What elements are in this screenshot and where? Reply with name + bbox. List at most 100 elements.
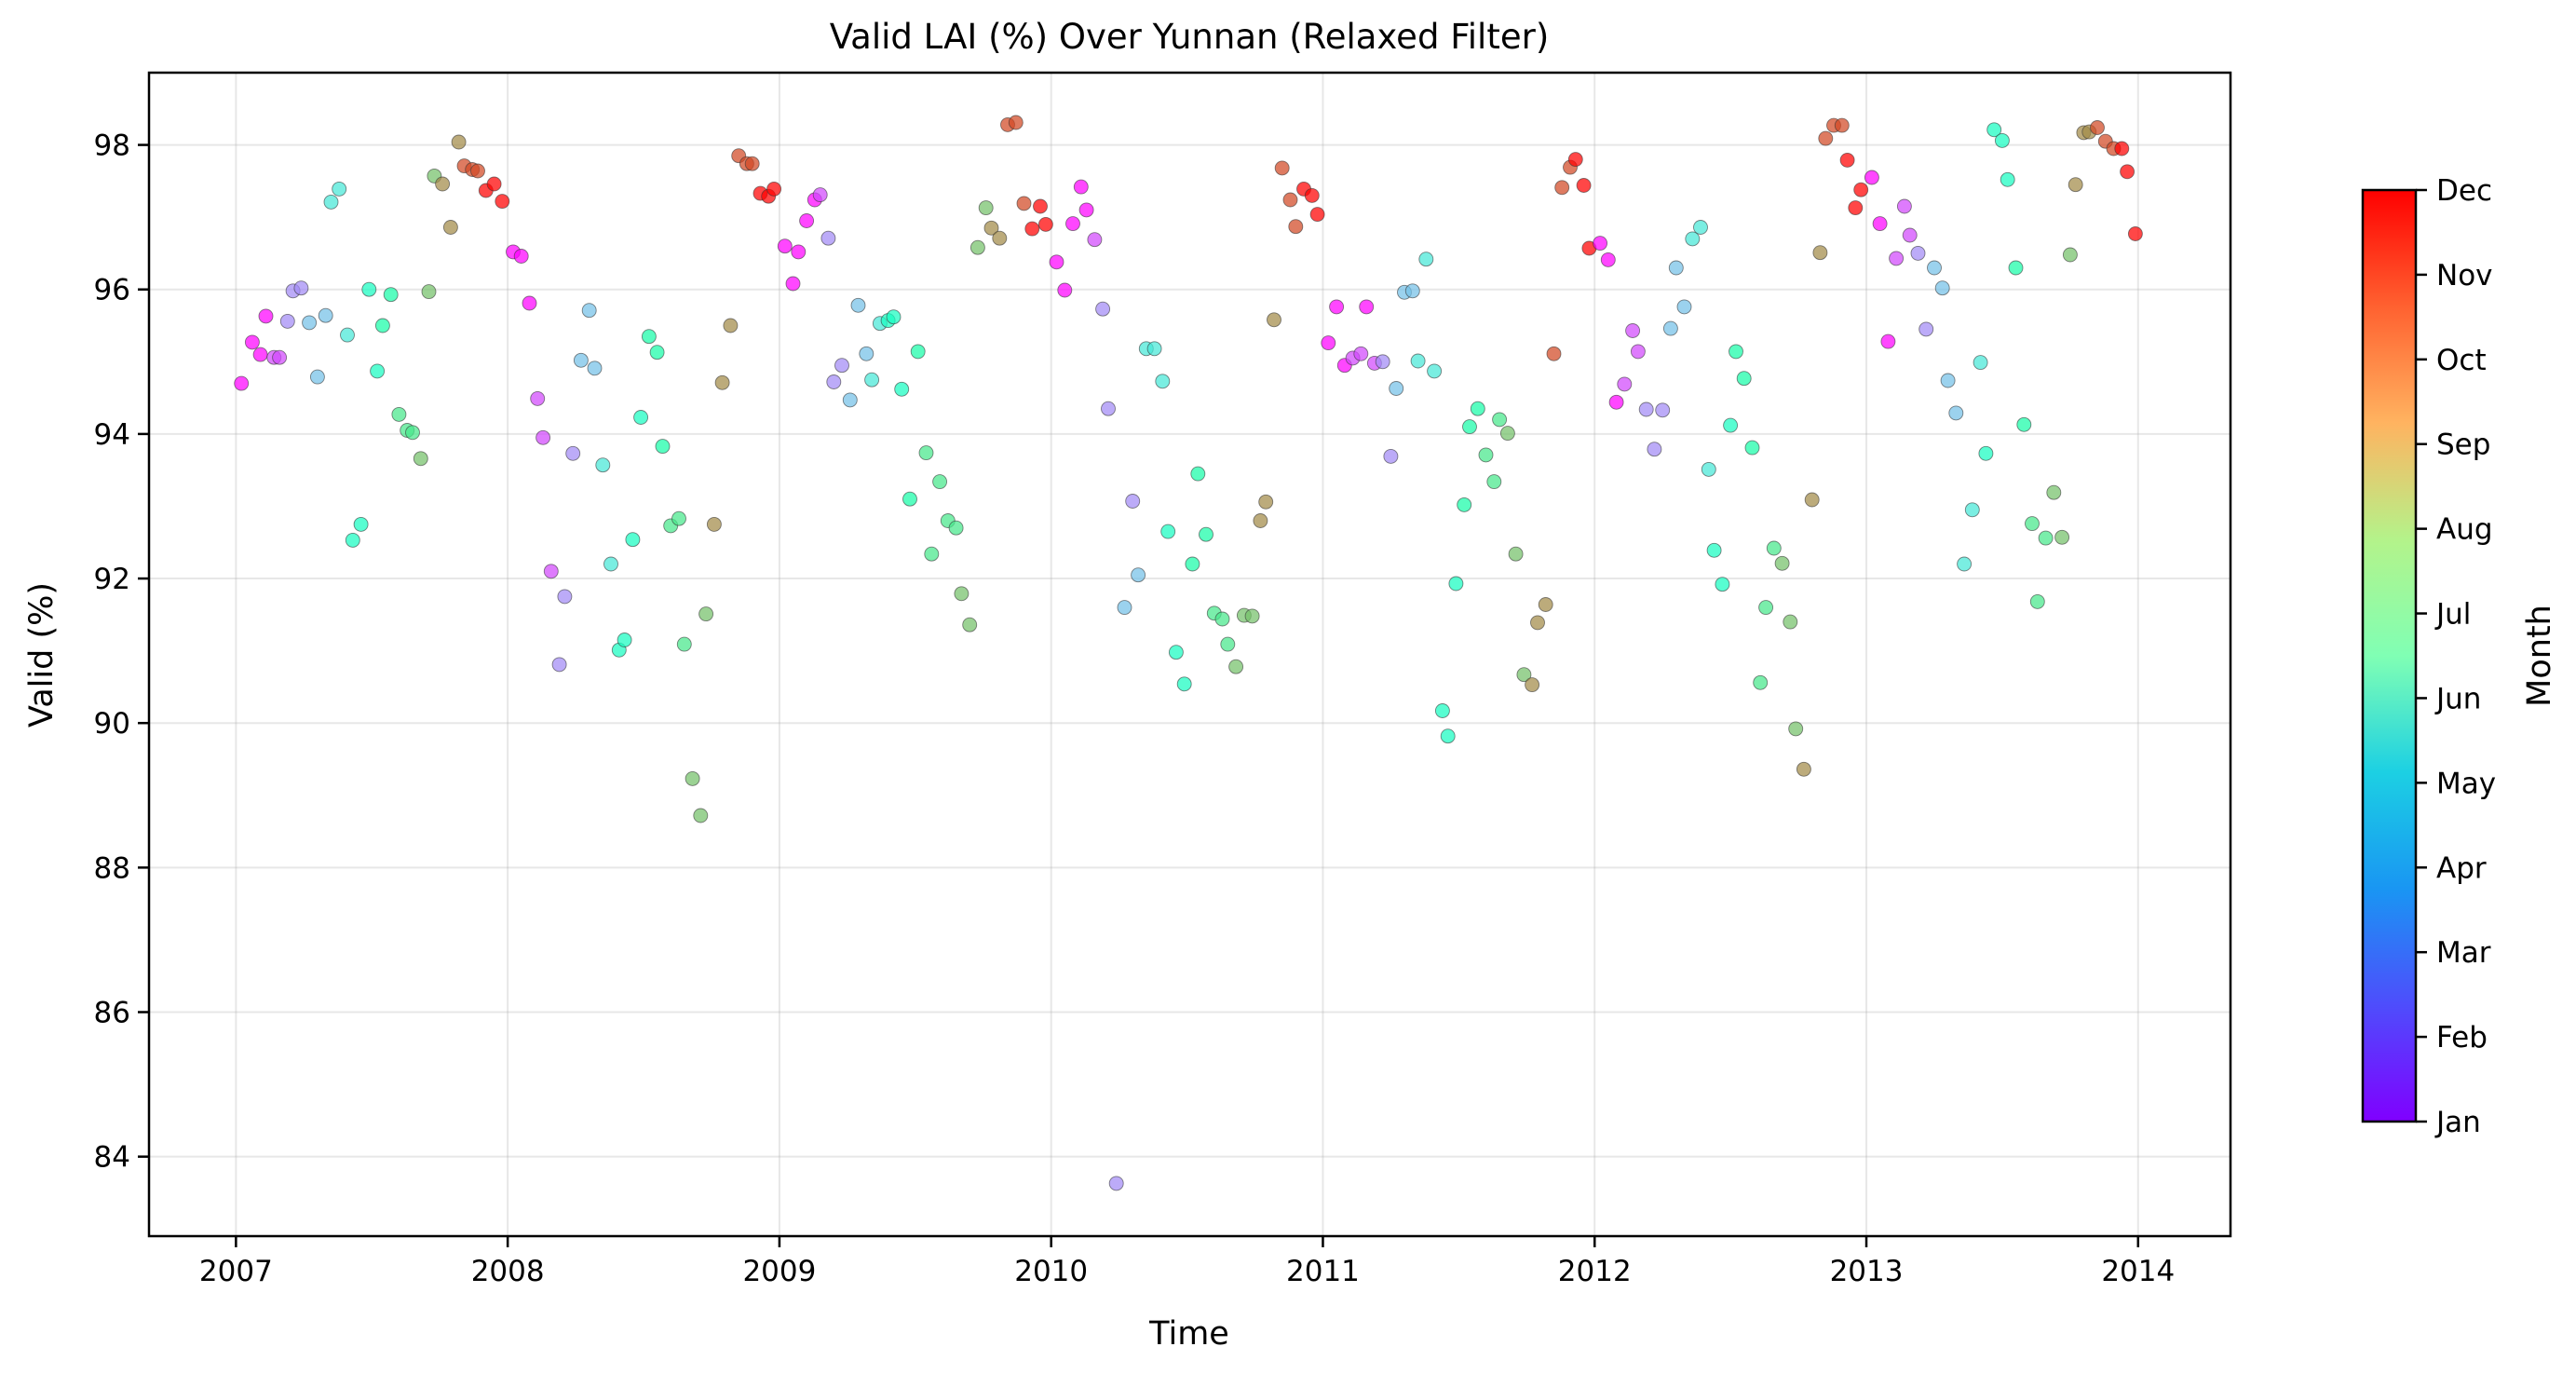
- data-point: [1948, 405, 1964, 421]
- data-point: [1078, 202, 1094, 218]
- data-point: [1073, 179, 1089, 195]
- x-axis-ticks: 2007 2008 2009 2010 2011 2012 2013 2014: [199, 1236, 2175, 1288]
- data-point: [522, 295, 537, 311]
- data-point: [1427, 363, 1443, 379]
- data-point: [279, 313, 295, 329]
- x-tick-label: 2007: [199, 1255, 273, 1288]
- data-point: [1418, 252, 1434, 267]
- data-point: [902, 491, 917, 507]
- data-point: [1986, 122, 2002, 138]
- data-point: [1978, 445, 1994, 461]
- data-point: [309, 369, 325, 385]
- data-point: [744, 156, 760, 171]
- data-point: [1957, 556, 1973, 572]
- data-point: [595, 457, 611, 473]
- data-point: [1434, 703, 1450, 718]
- data-point: [1994, 132, 2010, 148]
- data-point: [693, 808, 709, 823]
- data-point: [1155, 374, 1171, 389]
- grid-layer: [149, 73, 2230, 1236]
- data-point: [413, 451, 428, 467]
- data-point: [706, 516, 722, 532]
- data-point: [2062, 247, 2078, 263]
- y-tick-label: 84: [94, 1141, 130, 1175]
- data-point: [318, 307, 333, 323]
- colorbar-tick-label: Jun: [2434, 682, 2481, 715]
- data-point: [1253, 513, 1268, 528]
- data-point: [948, 520, 964, 536]
- data-point: [1766, 540, 1782, 556]
- data-point: [1525, 677, 1540, 693]
- data-point: [1228, 659, 1244, 674]
- data-point: [2068, 177, 2083, 193]
- data-point: [2008, 260, 2024, 276]
- data-point: [894, 381, 910, 397]
- data-point: [353, 516, 369, 532]
- data-point: [723, 318, 739, 333]
- data-point: [1125, 494, 1141, 509]
- data-point: [1973, 355, 1988, 371]
- data-point: [1706, 542, 1722, 558]
- data-point: [1404, 283, 1420, 299]
- data-point: [1693, 220, 1708, 235]
- data-point: [1600, 252, 1616, 267]
- y-tick-label: 90: [94, 707, 130, 741]
- data-point: [910, 344, 926, 360]
- data-point: [617, 633, 632, 647]
- data-point: [1024, 221, 1040, 237]
- data-point: [1199, 526, 1213, 542]
- data-point: [1864, 170, 1879, 185]
- data-point: [1383, 448, 1399, 464]
- data-point: [1872, 216, 1888, 232]
- data-point: [1508, 546, 1524, 562]
- data-point: [1834, 117, 1850, 133]
- y-tick-label: 88: [94, 851, 130, 885]
- data-point: [1593, 236, 1608, 252]
- data-point: [1470, 401, 1485, 416]
- data-point: [1546, 346, 1562, 361]
- data-point: [2120, 164, 2135, 180]
- data-point: [603, 556, 618, 572]
- data-point: [1685, 231, 1701, 247]
- data-point: [676, 636, 692, 652]
- data-point: [1625, 323, 1641, 338]
- data-point: [1288, 219, 1304, 235]
- x-tick-label: 2011: [1286, 1255, 1360, 1288]
- data-point: [293, 280, 309, 296]
- y-tick-label: 92: [94, 563, 130, 596]
- data-point: [983, 220, 999, 236]
- data-point: [2127, 226, 2143, 241]
- y-tick-label: 98: [94, 129, 130, 163]
- data-point: [924, 546, 940, 562]
- data-point: [361, 281, 377, 297]
- y-tick-label: 86: [94, 997, 130, 1030]
- data-point: [1783, 614, 1798, 630]
- data-point: [969, 239, 985, 255]
- data-point: [655, 439, 671, 455]
- data-point: [2025, 516, 2040, 532]
- data-point: [1440, 728, 1456, 744]
- data-point: [791, 244, 807, 260]
- data-point: [272, 349, 288, 365]
- data-point: [1478, 447, 1494, 463]
- colorbar-tick-label: Nov: [2436, 259, 2493, 292]
- data-point: [340, 327, 355, 343]
- data-point: [1880, 333, 1896, 349]
- data-point: [543, 564, 559, 579]
- data-point: [2114, 141, 2130, 156]
- data-point: [1033, 198, 1048, 214]
- data-point: [2016, 416, 2032, 432]
- data-point: [842, 392, 858, 408]
- chart-title: Valid LAI (%) Over Yunnan (Relaxed Filte…: [830, 17, 1550, 57]
- data-point: [962, 617, 978, 633]
- colorbar-tick-label: Jan: [2434, 1106, 2481, 1139]
- data-point: [1037, 216, 1053, 232]
- data-point: [1462, 419, 1477, 435]
- data-point: [1676, 299, 1692, 315]
- data-point: [826, 374, 842, 389]
- data-point: [1309, 207, 1325, 223]
- data-point: [383, 287, 399, 303]
- data-point: [587, 361, 603, 376]
- data-point: [2054, 529, 2070, 545]
